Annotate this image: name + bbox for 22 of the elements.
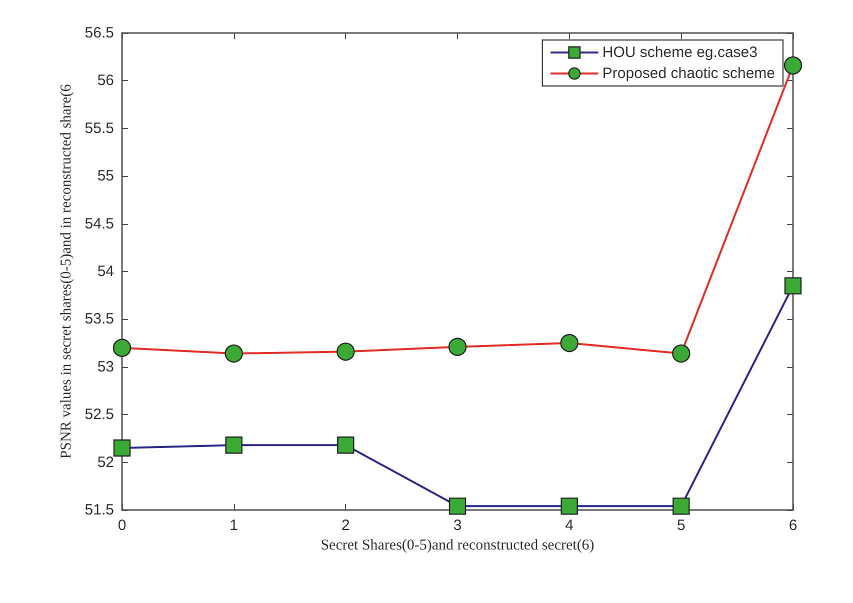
x-axis-title: Secret Shares(0-5)and reconstructed secret(6) xyxy=(320,537,594,554)
x-tick-label: 2 xyxy=(341,517,350,534)
y-axis-title: PSNR values in secret shares(0-5)and in reconstructed share(6 xyxy=(58,84,74,459)
y-tick-label: 54.5 xyxy=(84,215,114,232)
y-tick-label: 55 xyxy=(97,168,114,185)
x-tick-label: 0 xyxy=(118,517,126,534)
y-tick-label: 56 xyxy=(97,72,114,90)
legend-label: HOU scheme eg.case3 xyxy=(602,44,758,61)
y-tick-label: 51.5 xyxy=(84,502,114,518)
y-tick-label: 52.5 xyxy=(84,406,114,424)
x-tick-label: 6 xyxy=(788,517,798,534)
y-tick-label: 54 xyxy=(97,263,114,280)
y-tick-label: 55.5 xyxy=(84,120,114,137)
y-tick-label: 52 xyxy=(97,454,114,471)
y-tick-label: 56.5 xyxy=(84,24,114,42)
x-tick-label: 3 xyxy=(453,517,462,534)
y-tick-label: 53.5 xyxy=(84,310,114,328)
legend-label: Proposed chaotic scheme xyxy=(602,65,776,82)
y-tick-label: 53 xyxy=(97,358,114,376)
x-tick-label: 5 xyxy=(676,517,686,534)
x-tick-label: 1 xyxy=(230,517,238,534)
x-tick-label: 4 xyxy=(565,517,574,534)
